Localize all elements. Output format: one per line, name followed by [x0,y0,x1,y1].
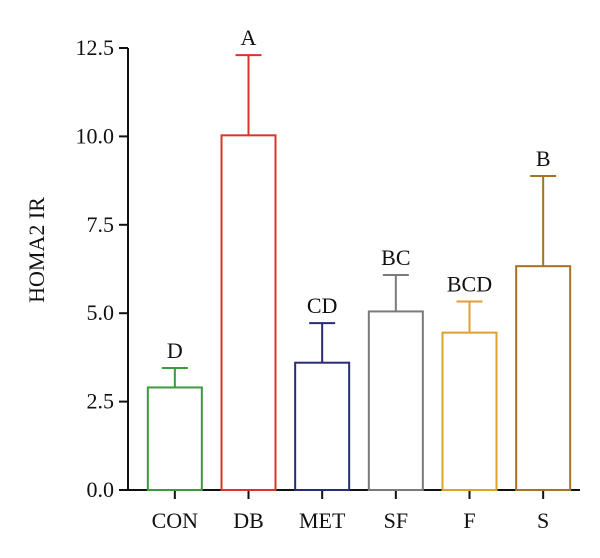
y-tick-label: 7.5 [87,212,115,237]
significance-label-f: BCD [447,272,492,297]
bars [146,134,572,492]
x-tick-label-db: DB [233,508,264,533]
x-tick-label-f: F [463,508,475,533]
axes [127,48,580,491]
bar-con [146,386,203,491]
y-tick-label: 10.0 [76,123,115,148]
bar-sf [367,310,424,491]
labels: CON D DB A MET CD SF BC F BCD S B [152,25,551,533]
bar-f [441,331,498,492]
x-tick-label-met: MET [299,508,346,533]
x-tick-label-con: CON [152,508,199,533]
significance-label-db: A [241,25,257,50]
error-bars [161,54,557,388]
y-tick-label: 5.0 [87,300,115,325]
x-tick-label-s: S [537,508,549,533]
bar-s [515,265,572,491]
y-ticks: 0.0 2.5 5.0 7.5 10.0 12.5 [76,35,545,502]
y-tick-label: 2.5 [87,389,115,414]
x-tick-label-sf: SF [384,508,408,533]
significance-label-s: B [536,146,551,171]
significance-label-met: CD [307,293,338,318]
y-axis-title: HOMA2 IR [24,197,49,303]
bar-db [220,134,277,491]
y-tick-label: 0.0 [87,477,115,502]
significance-label-con: D [167,338,183,363]
significance-label-sf: BC [381,245,410,270]
bar-met [294,361,351,492]
y-tick-label: 12.5 [76,35,115,60]
